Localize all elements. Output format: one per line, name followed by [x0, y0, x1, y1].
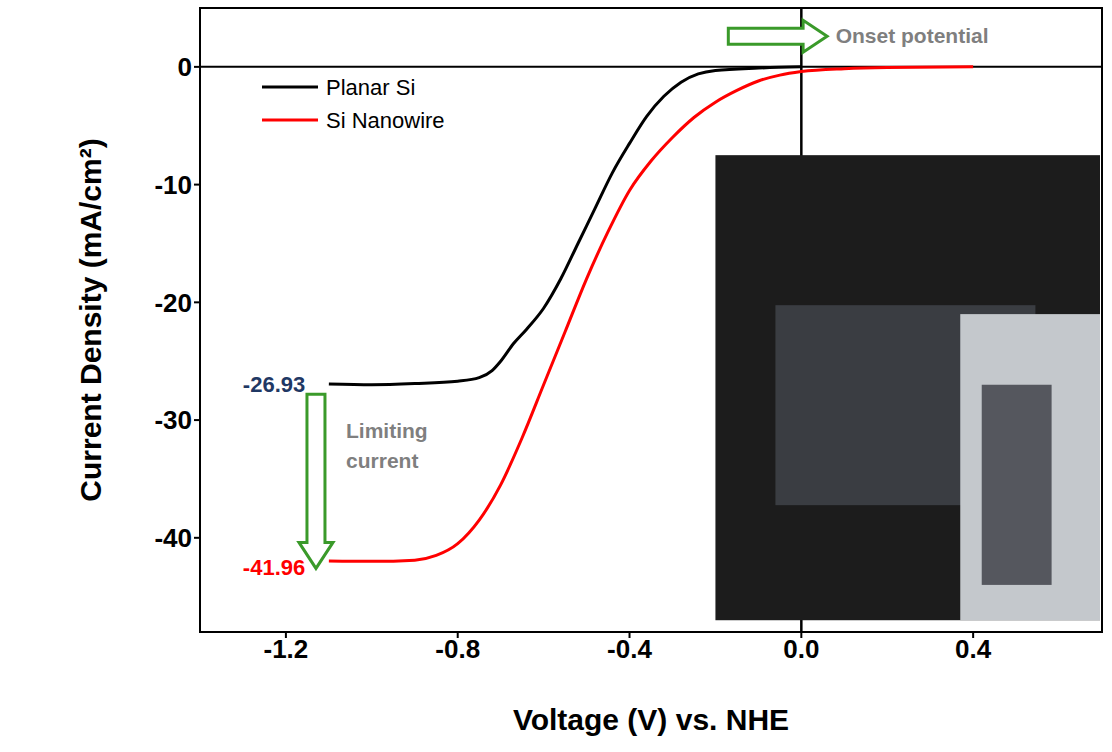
- svg-text:-30: -30: [154, 405, 192, 435]
- svg-text:-41.96: -41.96: [243, 555, 305, 580]
- svg-text:-0.4: -0.4: [607, 634, 652, 664]
- svg-text:Voltage (V) vs. NHE: Voltage (V) vs. NHE: [513, 703, 789, 736]
- svg-text:Limitingcurrent: Limitingcurrent: [346, 419, 428, 472]
- svg-text:Planar Si: Planar Si: [326, 75, 415, 100]
- svg-text:-0.8: -0.8: [435, 634, 480, 664]
- svg-text:-1.2: -1.2: [263, 634, 308, 664]
- svg-text:-10: -10: [154, 170, 192, 200]
- svg-text:-20: -20: [154, 288, 192, 318]
- svg-text:0.0: 0.0: [783, 634, 819, 664]
- svg-text:Onset potential: Onset potential: [836, 24, 989, 47]
- svg-text:Current Density (mA/cm²): Current Density (mA/cm²): [74, 138, 107, 501]
- svg-text:-26.93: -26.93: [243, 372, 305, 397]
- svg-text:-40: -40: [154, 523, 192, 553]
- svg-text:Si Nanowire: Si Nanowire: [326, 108, 445, 133]
- svg-text:0.4: 0.4: [955, 634, 992, 664]
- svg-text:0: 0: [178, 52, 192, 82]
